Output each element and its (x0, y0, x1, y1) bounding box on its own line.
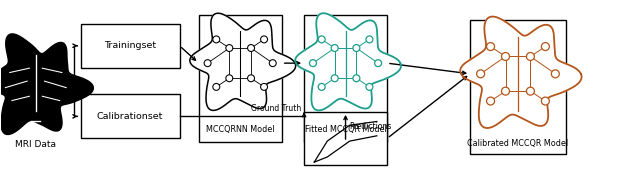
Ellipse shape (260, 83, 268, 90)
Ellipse shape (213, 36, 220, 43)
Ellipse shape (502, 87, 509, 95)
Ellipse shape (248, 44, 255, 51)
Text: Calibrated MCCQR Model: Calibrated MCCQR Model (467, 139, 568, 148)
Ellipse shape (213, 83, 220, 90)
Text: Calibrationset: Calibrationset (97, 112, 163, 121)
Ellipse shape (366, 36, 373, 43)
Ellipse shape (204, 60, 211, 67)
Ellipse shape (248, 75, 255, 82)
Text: MRI Data: MRI Data (15, 140, 56, 149)
Text: Trainingset: Trainingset (104, 41, 156, 50)
Ellipse shape (332, 44, 338, 51)
Ellipse shape (353, 75, 360, 82)
Text: Predictions: Predictions (349, 122, 392, 132)
Ellipse shape (366, 83, 373, 90)
Bar (81, 94, 179, 138)
Bar (198, 15, 282, 142)
Ellipse shape (374, 60, 381, 67)
Ellipse shape (353, 44, 360, 51)
Ellipse shape (486, 43, 495, 51)
Polygon shape (295, 13, 401, 110)
Ellipse shape (551, 70, 559, 78)
Polygon shape (190, 13, 296, 110)
Ellipse shape (486, 97, 495, 105)
Ellipse shape (226, 44, 233, 51)
Ellipse shape (502, 53, 509, 61)
Ellipse shape (527, 87, 534, 95)
Ellipse shape (332, 75, 338, 82)
Bar (470, 20, 566, 154)
Ellipse shape (260, 36, 268, 43)
Ellipse shape (477, 70, 484, 78)
Bar (81, 24, 179, 68)
Ellipse shape (226, 75, 233, 82)
Polygon shape (0, 34, 93, 134)
Polygon shape (460, 17, 582, 128)
Text: Ground Truth: Ground Truth (251, 104, 301, 113)
Ellipse shape (310, 60, 316, 67)
Ellipse shape (318, 36, 325, 43)
Ellipse shape (541, 43, 549, 51)
Text: MCCQRNN Model: MCCQRNN Model (206, 125, 275, 134)
Ellipse shape (527, 53, 534, 61)
Ellipse shape (541, 97, 549, 105)
Ellipse shape (269, 60, 276, 67)
Text: Fitted MCCQR Model: Fitted MCCQR Model (305, 125, 387, 134)
Ellipse shape (318, 83, 325, 90)
Bar (304, 15, 387, 142)
Bar (304, 112, 387, 165)
